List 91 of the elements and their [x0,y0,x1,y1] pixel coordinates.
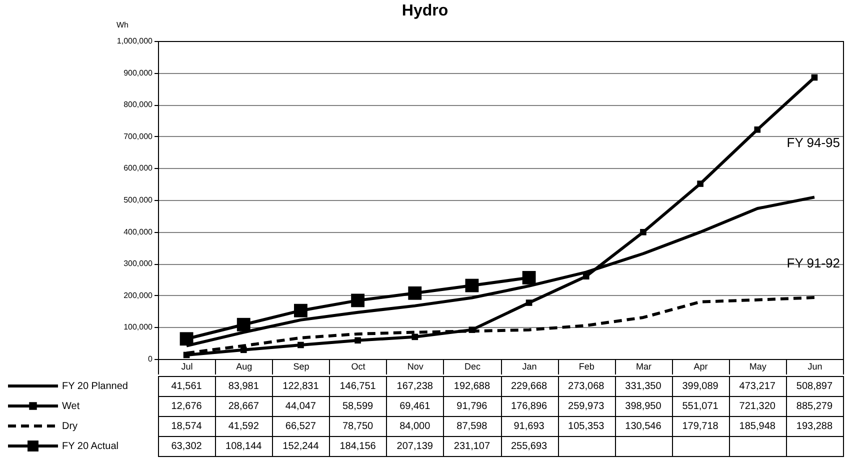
legend-label: FY 20 Planned [62,381,128,392]
point [298,342,304,348]
point [180,332,194,346]
data-label: 184,156 [340,441,376,452]
y-tick-label: 300,000 [124,259,154,268]
point [522,270,536,284]
data-label: 44,047 [285,401,316,412]
x-tick-label: Mar [636,362,652,372]
point [526,300,532,306]
y-tick-label: 400,000 [124,227,154,236]
data-label: 83,981 [228,381,260,392]
data-label: 193,288 [796,421,833,432]
data-label: 146,751 [340,381,376,392]
data-label: 108,144 [226,441,262,452]
data-label: 473,217 [739,381,776,392]
y-tick-label: 700,000 [124,132,154,141]
legend-label: Wet [62,401,80,412]
data-label: 167,238 [396,381,434,392]
point [811,74,818,81]
x-tick-label: Aug [236,362,252,372]
data-label: 12,676 [171,401,202,412]
point [354,337,361,344]
point [465,278,479,292]
point [640,228,646,236]
data-label: 105,353 [568,421,605,432]
x-tick-label: May [749,362,767,372]
x-tick-label: Dec [464,362,481,372]
x-tick-label: Nov [407,362,424,372]
x-tick-label: Jul [181,362,193,372]
point [236,318,250,332]
legend-label: FY 20 Actual [62,441,119,452]
data-label: 122,831 [282,381,320,392]
data-label: 721,320 [739,401,776,412]
x-tick-label: Jun [808,362,822,372]
data-label: 179,718 [682,421,719,432]
data-label: 176,896 [510,401,548,412]
x-tick-label: Oct [351,362,366,372]
data-label: 130,546 [625,421,662,432]
point [240,346,247,354]
point [697,180,704,187]
y-tick-label: 0 [148,354,154,364]
data-label: 58,599 [342,401,374,412]
annotation: FY 94-95 [786,134,840,150]
data-label: 18,574 [171,421,202,432]
data-label: 255,693 [510,441,548,452]
y-tick-label: 100,000 [124,322,154,332]
data-label: 192,688 [454,381,490,392]
data-label: 78,750 [342,421,374,432]
legend-label: Dry [62,421,78,432]
data-label: 259,973 [568,401,605,412]
y-tick-label: 800,000 [124,100,154,110]
data-label: 41,592 [228,421,260,432]
data-label: 87,598 [456,421,488,432]
y-axis-title: Wh [116,20,128,30]
data-label: 152,244 [282,441,320,452]
point [754,126,761,133]
x-tick-label: Jan [522,362,537,372]
data-label: 69,461 [400,401,431,412]
data-label: 229,668 [510,381,548,392]
point [351,294,364,308]
data-label: 66,527 [285,421,316,432]
data-label: 207,139 [396,441,434,452]
data-label: 84,000 [400,421,431,432]
point [412,334,418,340]
data-label: 185,948 [739,421,776,432]
data-label: 331,350 [625,381,662,392]
data-label: 91,693 [514,421,545,432]
annotation: FY 91-92 [786,256,840,271]
data-label: 399,089 [682,381,719,392]
data-label: 508,897 [796,381,833,392]
data-label: 273,068 [568,381,605,392]
data-label: 41,561 [171,381,202,392]
y-tick-label: 1,000,000 [116,36,154,46]
data-label: 231,107 [454,441,490,452]
data-label: 398,950 [625,401,662,412]
y-tick-label: 200,000 [124,290,154,300]
x-tick-label: Sep [293,362,310,372]
x-tick-label: Apr [694,362,708,372]
data-label: 91,796 [456,401,488,412]
point [294,304,308,318]
data-label: 885,279 [796,401,833,412]
y-tick-label: 900,000 [124,68,154,78]
y-tick-label: 500,000 [124,196,154,204]
chart-title: Hydro [402,2,448,20]
x-tick-label: Feb [578,362,594,372]
data-label: 28,667 [228,401,260,412]
data-label: 551,071 [682,401,719,412]
point [582,273,590,280]
data-label: 63,302 [171,441,202,452]
point [408,286,422,300]
y-tick-label: 600,000 [124,164,154,173]
